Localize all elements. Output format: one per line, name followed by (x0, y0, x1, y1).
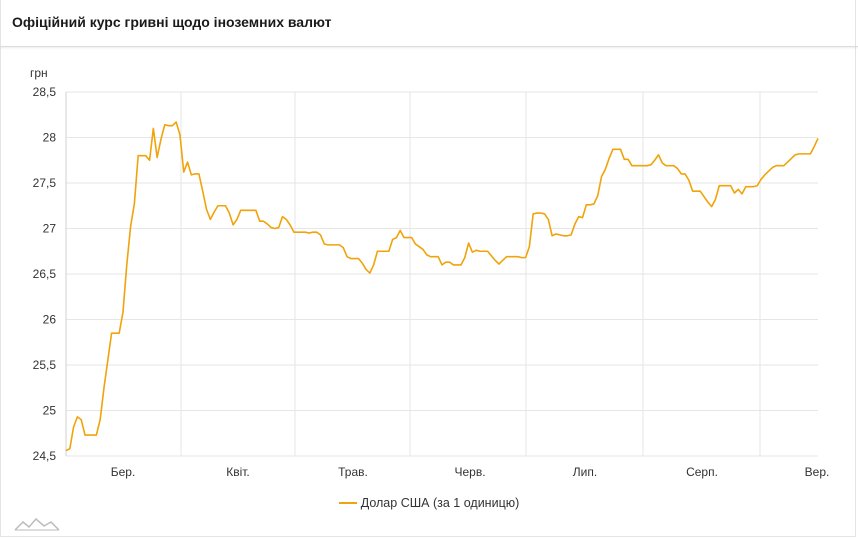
y-tick-label: 28,5 (33, 85, 57, 99)
card-header: Офіційний курс гривні щодо іноземних вал… (0, 0, 858, 47)
chart-title: Офіційний курс гривні щодо іноземних вал… (12, 14, 332, 30)
x-tick-label: Трав. (338, 465, 368, 479)
y-tick-label: 26,5 (33, 267, 57, 281)
y-tick-label: 28 (43, 131, 57, 145)
x-tick-label: Серп. (686, 465, 718, 479)
chart-legend[interactable]: Долар США (за 1 одиницю) (0, 496, 858, 510)
legend-swatch (338, 501, 357, 504)
series-line (65, 121, 819, 452)
x-tick-label: Лип. (573, 465, 597, 479)
y-tick-label: 27,5 (33, 176, 57, 190)
y-tick-label: 26 (43, 313, 57, 327)
y-tick-label: 25,5 (33, 358, 57, 372)
x-tick-label: Бер. (111, 465, 136, 479)
y-tick-label: 24,5 (33, 449, 57, 463)
x-tick-label: Черв. (454, 465, 485, 479)
y-tick-label: 25 (43, 404, 57, 418)
y-tick-label: 27 (43, 222, 57, 236)
x-tick-label: Квіт. (226, 465, 250, 479)
y-axis-label: грн (30, 66, 48, 80)
x-tick-label: Вер. (805, 465, 830, 479)
legend-label: Долар США (за 1 одиницю) (360, 496, 520, 510)
chart-watermark-icon (14, 517, 60, 531)
